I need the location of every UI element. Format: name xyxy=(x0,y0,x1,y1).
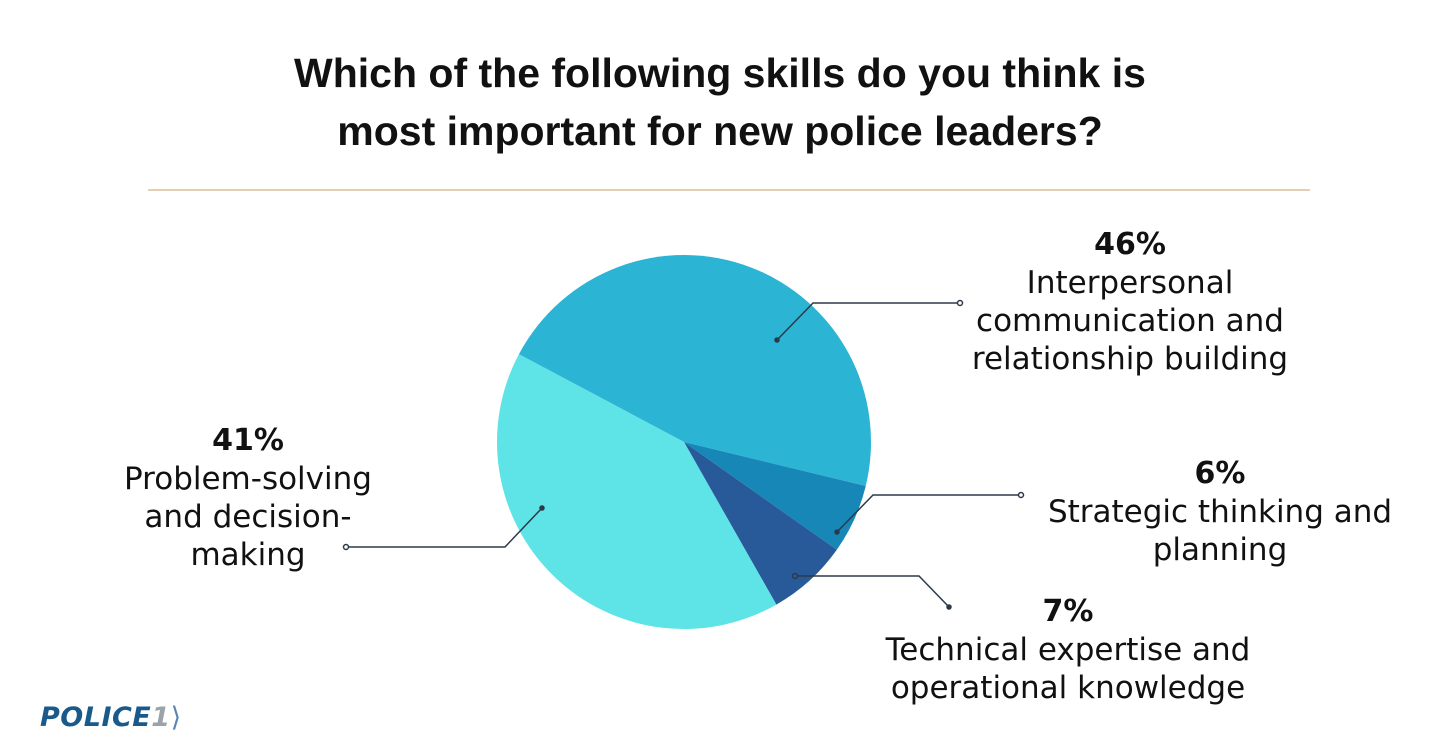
value-label: 46% xyxy=(1094,227,1166,262)
label-line: relationship building xyxy=(971,341,1289,377)
slice-label-strategic: 6% Strategic thinking and planning xyxy=(1020,455,1420,569)
leader-end-7 xyxy=(791,572,799,580)
label-line: and decision- xyxy=(144,499,352,535)
value-label: 6% xyxy=(1194,456,1246,491)
title-divider xyxy=(148,189,1310,191)
title-line-2: most important for new police leaders? xyxy=(337,108,1103,154)
leader-end-46 xyxy=(774,337,780,343)
label-line: Interpersonal xyxy=(1026,265,1234,301)
leader-end-41 xyxy=(539,505,545,511)
logo-number: 1 xyxy=(151,702,171,733)
value-label: 7% xyxy=(1042,594,1094,629)
leader-end-6b xyxy=(1017,491,1025,499)
chart-title: Which of the following skills do you thi… xyxy=(0,44,1440,160)
label-line: Strategic thinking and xyxy=(1047,494,1393,530)
leader-end-6 xyxy=(834,529,840,535)
leader-line-7 xyxy=(797,575,950,608)
label-line: operational knowledge xyxy=(890,670,1246,706)
pie-slice-7pct xyxy=(684,442,837,605)
slice-label-interpersonal: 46% Interpersonal communication and rela… xyxy=(930,226,1330,378)
title-line-1: Which of the following skills do you thi… xyxy=(294,50,1146,96)
leader-line-41 xyxy=(348,507,543,548)
value-label: 41% xyxy=(212,423,284,458)
leader-end-7b xyxy=(946,604,952,610)
logo-text: POLICE xyxy=(40,702,152,733)
label-line: Problem-solving xyxy=(124,461,372,497)
label-line: planning xyxy=(1152,532,1288,568)
leader-line-46 xyxy=(776,302,958,341)
pie-slice-41pct xyxy=(497,354,777,629)
leader-end-41b xyxy=(342,543,350,551)
pie-slice-46pct xyxy=(518,255,871,486)
police1-logo: POLICE1⟩ xyxy=(40,702,182,733)
label-line: communication and xyxy=(976,303,1284,339)
label-line: making xyxy=(190,537,306,573)
label-line: Technical expertise and xyxy=(885,632,1251,668)
slice-label-technical: 7% Technical expertise and operational k… xyxy=(868,593,1268,707)
pie-slice-6pct xyxy=(684,442,866,550)
leader-line-6 xyxy=(836,494,1019,533)
slice-label-problem-solving: 41% Problem-solving and decision- making xyxy=(48,422,448,574)
leader-end-46b xyxy=(956,299,964,307)
